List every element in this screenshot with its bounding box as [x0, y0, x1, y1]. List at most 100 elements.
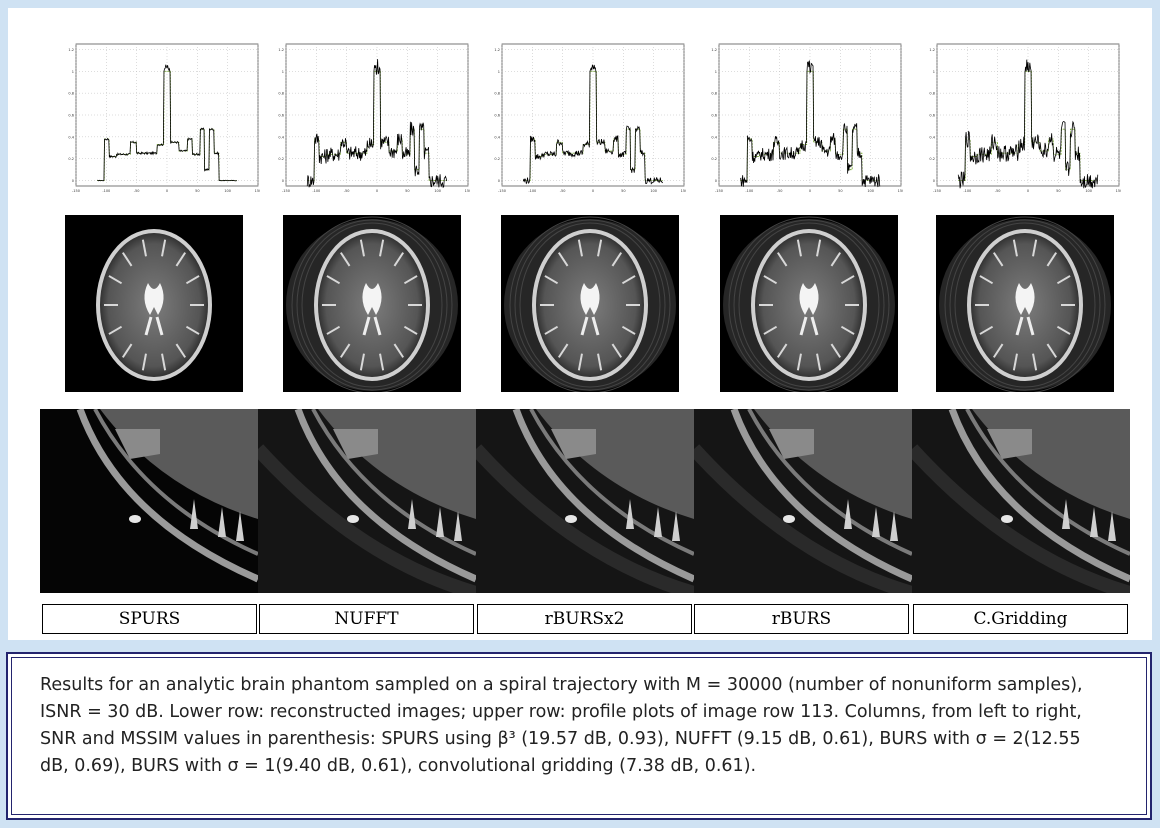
profile-plot-svg: 0 0.2 0.4 0.6 0.8 1 1.2 -150 -100 -50 0 50 100 150	[711, 43, 903, 193]
artifact-ring	[728, 216, 890, 392]
x-tick-label: -150	[498, 189, 506, 193]
gray-matter	[115, 429, 160, 459]
artifact-ring	[733, 219, 885, 391]
sulcus	[1046, 343, 1058, 358]
sulcus	[161, 353, 167, 371]
sulcus	[544, 325, 559, 335]
sulcus	[796, 239, 802, 257]
gray-matter	[987, 429, 1032, 459]
x-tick-label: -150	[72, 189, 80, 193]
sulcus	[796, 353, 802, 371]
sulcus	[121, 343, 133, 358]
gyrus	[844, 499, 852, 529]
artifact-band	[476, 444, 694, 593]
bright-spot	[565, 515, 577, 523]
profile-plot-svg: 0 0.2 0.4 0.6 0.8 1 1.2 -150 -100 -50 0 50 100 150	[929, 43, 1121, 193]
y-tick-label: 0.8	[711, 92, 717, 96]
y-tick-label: 1.2	[711, 48, 717, 52]
x-tick-label: 50	[195, 189, 199, 193]
y-tick-label: 1.2	[68, 48, 74, 52]
x-tick-label: 100	[867, 189, 874, 193]
sulcus	[393, 343, 405, 358]
gyrus	[436, 507, 444, 537]
artifact-ring	[519, 222, 661, 388]
sulcus	[763, 275, 778, 285]
x-tick-label: 150	[681, 189, 686, 193]
sulcus	[1032, 353, 1038, 371]
inner-arc	[747, 409, 912, 556]
profile-plot-svg: 0 0.2 0.4 0.6 0.8 1 1.2 -150 -100 -50 0 50 100 150	[68, 43, 260, 193]
bright-spot	[1001, 515, 1013, 523]
x-tick-label: -50	[344, 189, 350, 193]
sulcus	[776, 343, 788, 358]
x-tick-label: -100	[745, 189, 753, 193]
gyrus	[236, 511, 244, 541]
gyrus	[1062, 499, 1070, 529]
sulcus	[830, 252, 842, 267]
sulcus	[175, 252, 187, 267]
sulcus	[763, 325, 778, 335]
x-tick-label: -150	[933, 189, 941, 193]
ventricles	[144, 283, 164, 315]
zoom-image-5	[912, 409, 1130, 593]
x-tick-label: -50	[134, 189, 140, 193]
sulcus	[185, 275, 200, 285]
y-tick-label: 0.2	[929, 157, 935, 161]
x-tick-label: -150	[282, 189, 290, 193]
artifact-ring	[944, 216, 1106, 392]
artifact-ring	[738, 222, 880, 388]
y-tick-label: 0.2	[494, 157, 500, 161]
y-tick-label: 1	[498, 70, 500, 74]
zoom-svg	[912, 409, 1130, 593]
gyrus	[654, 507, 662, 537]
sulcus	[339, 343, 351, 358]
y-tick-label: 1.2	[494, 48, 500, 52]
column-label-2: NUFFT	[259, 604, 474, 634]
x-tick-label: 100	[1085, 189, 1092, 193]
skull-arc	[76, 409, 258, 583]
y-tick-label: 1	[933, 70, 935, 74]
y-tick-label: 0.2	[68, 157, 74, 161]
artifact-ring	[301, 222, 443, 388]
brain-svg	[723, 216, 895, 392]
ventricle-horns	[580, 316, 600, 336]
skull-arc	[948, 409, 1130, 583]
gyrus	[890, 511, 898, 541]
sulcus	[830, 343, 842, 358]
sulcus	[840, 325, 855, 335]
y-tick-label: 0.2	[711, 157, 717, 161]
profile-plot-3: 0 0.2 0.4 0.6 0.8 1 1.2 -150 -100 -50 0 50 100 150	[486, 38, 686, 198]
inner-arc	[965, 409, 1130, 556]
brain-image-1	[65, 215, 243, 392]
y-tick-label: 0.6	[494, 114, 500, 118]
column-label-1: SPURS	[42, 604, 257, 634]
caption-box: Results for an analytic brain phantom sa…	[6, 652, 1152, 820]
sulcus	[1046, 252, 1058, 267]
y-tick-label: 0.4	[711, 135, 717, 139]
brain-svg	[96, 229, 212, 381]
zoom-image-2	[258, 409, 476, 593]
x-tick-label: 100	[434, 189, 441, 193]
sulcus	[597, 353, 603, 371]
sulcus	[403, 325, 418, 335]
sulcus	[379, 353, 385, 371]
sulcus	[175, 343, 187, 358]
x-tick-label: 0	[166, 189, 168, 193]
profile-plot-svg: 0 0.2 0.4 0.6 0.8 1 1.2 -150 -100 -50 0 50 100 150	[278, 43, 470, 193]
zoom-image-1	[40, 409, 258, 593]
y-tick-label: 0.6	[711, 114, 717, 118]
x-tick-label: 150	[465, 189, 470, 193]
gyrus	[872, 507, 880, 537]
sulcus	[577, 353, 583, 371]
artifact-ring	[291, 216, 453, 392]
brain-image-5	[936, 215, 1114, 392]
column-label-3: rBURSx2	[477, 604, 692, 634]
sulcus	[108, 325, 123, 335]
sulcus	[1032, 239, 1038, 257]
sulcus	[161, 239, 167, 257]
y-tick-label: 1	[715, 70, 717, 74]
sulcus	[1056, 325, 1071, 335]
gyrus	[218, 507, 226, 537]
brain-image-3	[501, 215, 679, 392]
